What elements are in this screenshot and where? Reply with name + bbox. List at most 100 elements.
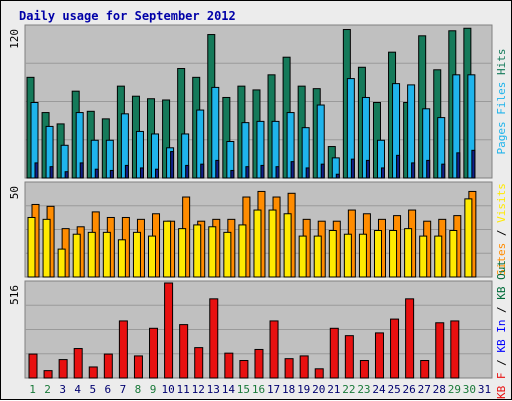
pages-bar xyxy=(79,162,84,179)
kb-f-bar xyxy=(450,320,460,379)
pages-bar xyxy=(124,164,129,179)
visits-bar xyxy=(419,235,428,278)
visits-bar xyxy=(268,209,277,278)
day-label: 5 xyxy=(89,383,96,396)
pages-bar xyxy=(94,168,99,179)
kb-f-bar xyxy=(314,368,324,379)
pages-bar xyxy=(441,163,446,179)
visits-bar xyxy=(102,231,111,278)
visits-bar xyxy=(389,230,398,278)
pages-bar xyxy=(380,167,385,179)
pages-bar xyxy=(320,163,325,179)
kb-f-bar xyxy=(269,320,279,379)
day-label: 31 xyxy=(478,383,491,396)
day-label: 17 xyxy=(267,383,280,396)
day-label: 2 xyxy=(44,383,51,396)
day-label: 22 xyxy=(342,383,355,396)
visits-bar xyxy=(238,224,247,278)
kb-f-bar xyxy=(103,353,113,379)
day-label: 23 xyxy=(357,383,370,396)
kb-f-bar xyxy=(420,360,430,379)
day-label: 1 xyxy=(29,383,36,396)
pages-bar xyxy=(411,162,416,179)
day-label: 7 xyxy=(120,383,127,396)
visits-bar xyxy=(298,235,307,278)
visits-bar xyxy=(208,226,217,278)
pages-bar xyxy=(200,163,205,179)
kb-f-bar xyxy=(88,366,98,379)
kbytes-ymax-label: 516 xyxy=(8,285,21,305)
kb-f-bar xyxy=(58,359,68,379)
visits-bar xyxy=(223,231,232,278)
day-label: 20 xyxy=(312,383,325,396)
pages-bar xyxy=(64,171,69,179)
visits-bar xyxy=(178,228,187,278)
pages-bar xyxy=(49,166,54,179)
kbytes-legend: KB F / KB In / KB Out xyxy=(495,260,508,399)
day-label: 8 xyxy=(135,383,142,396)
day-label: 16 xyxy=(252,383,265,396)
visits-bar xyxy=(434,235,443,278)
visits-bar xyxy=(373,230,382,278)
day-label: 30 xyxy=(463,383,476,396)
pages-bar xyxy=(109,169,114,179)
kb-f-bar xyxy=(239,360,249,379)
visits-bar xyxy=(87,231,96,278)
hits-files-pages-legend: Pages Files Hits xyxy=(495,49,508,155)
pages-bar xyxy=(275,166,280,179)
kb-f-bar xyxy=(28,353,38,379)
kb-f-bar xyxy=(254,348,264,379)
kb-f-bar xyxy=(435,322,445,379)
kb-f-bar xyxy=(284,358,294,379)
pages-bar xyxy=(185,164,190,179)
day-label: 6 xyxy=(105,383,112,396)
day-label: 12 xyxy=(192,383,205,396)
day-label: 21 xyxy=(327,383,340,396)
kb-f-bar xyxy=(405,298,415,379)
day-label: 15 xyxy=(237,383,250,396)
day-label: 3 xyxy=(59,383,66,396)
visits-bar xyxy=(313,235,322,278)
pages-bar xyxy=(396,154,401,179)
pages-bar xyxy=(260,164,265,179)
day-label: 28 xyxy=(433,383,446,396)
pages-bar xyxy=(230,169,235,179)
visits-bar xyxy=(358,233,367,278)
day-label: 18 xyxy=(282,383,295,396)
kb-f-bar xyxy=(194,347,204,379)
pages-bar xyxy=(305,167,310,179)
day-label: 10 xyxy=(161,383,174,396)
visits-sites-panel: 50 xyxy=(8,181,493,278)
kb-f-bar xyxy=(224,352,234,379)
pages-bar xyxy=(139,167,144,179)
pages-bar xyxy=(245,166,250,179)
pages-bar xyxy=(335,173,340,179)
kb-f-bar xyxy=(179,324,189,379)
visits-bar xyxy=(148,235,157,278)
visits-bar xyxy=(253,209,262,278)
kb-f-bar xyxy=(329,327,339,379)
kb-f-bar xyxy=(299,355,309,379)
kb-f-bar xyxy=(374,332,384,379)
kb-f-bar xyxy=(390,318,400,379)
visits-bar xyxy=(328,230,337,278)
hits-files-pages-panel: 120 xyxy=(8,24,493,179)
hits-files-pages-ymax-label: 120 xyxy=(8,29,21,49)
visits-bar xyxy=(72,233,81,278)
pages-bar xyxy=(215,159,220,179)
pages-bar xyxy=(34,162,39,179)
visits-bar xyxy=(27,216,36,278)
kb-f-bar xyxy=(209,298,219,379)
kb-f-bar xyxy=(73,348,83,379)
day-label: 27 xyxy=(418,383,431,396)
kb-f-bar xyxy=(133,355,143,379)
visits-bar xyxy=(283,213,292,278)
visits-bar xyxy=(449,230,458,278)
day-label: 9 xyxy=(150,383,157,396)
pages-bar xyxy=(290,161,295,179)
day-label: 14 xyxy=(222,383,236,396)
visits-bar xyxy=(117,239,126,278)
visits-sites-ymax-label: 50 xyxy=(8,186,21,199)
kb-f-bar xyxy=(43,370,53,379)
